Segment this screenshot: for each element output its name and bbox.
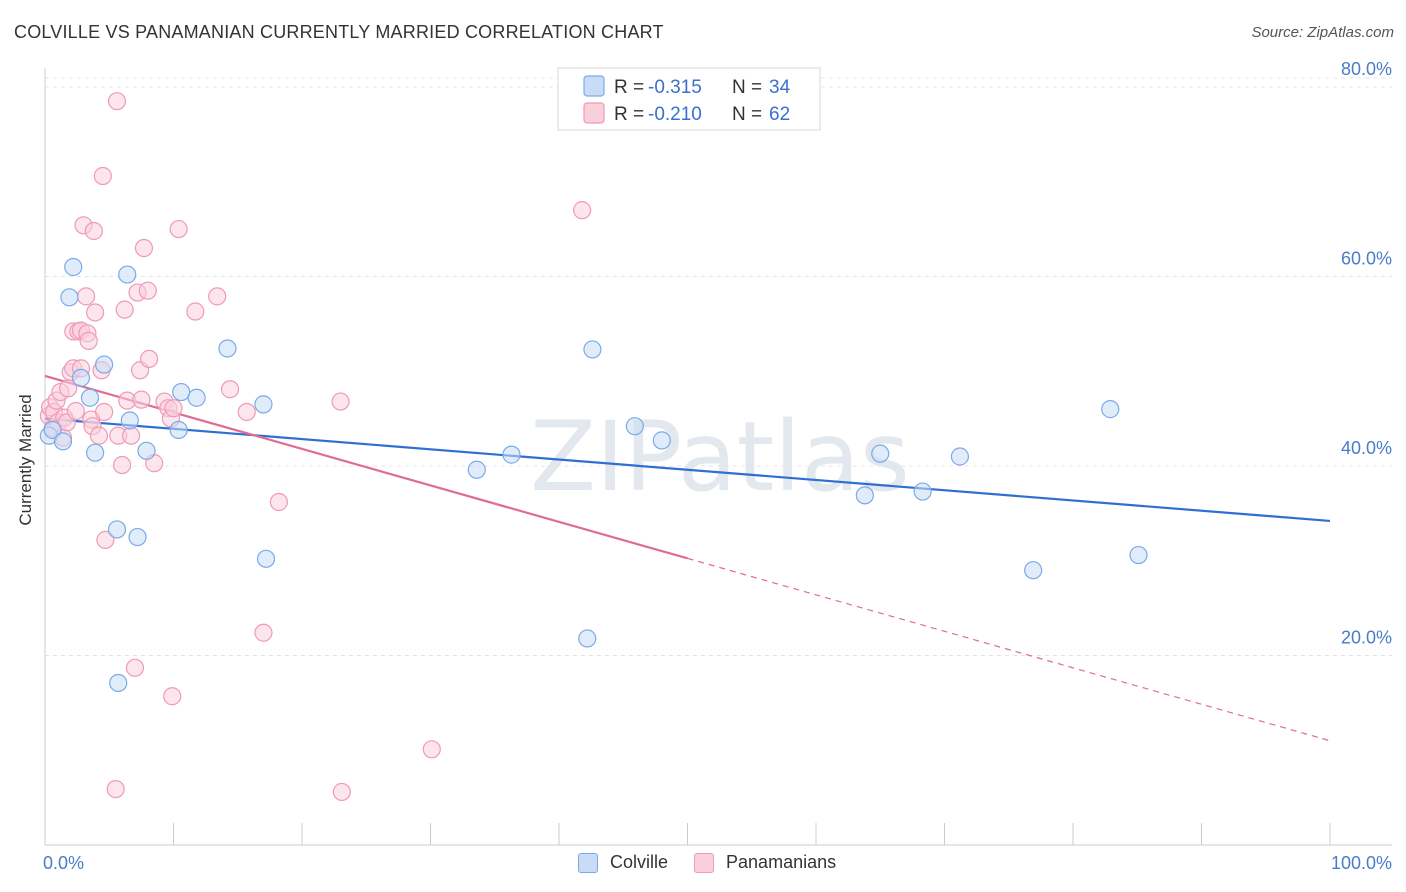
point-colville <box>64 257 83 277</box>
stats-r-value: -0.315 <box>648 77 702 98</box>
point-colville <box>256 549 276 568</box>
point-colville <box>128 527 147 547</box>
point-panamanians <box>107 92 127 111</box>
point-colville <box>502 445 521 464</box>
y-tick-label: 40.0% <box>1341 438 1392 458</box>
point-panamanians <box>573 201 592 220</box>
point-colville <box>1024 561 1043 580</box>
point-panamanians <box>139 349 159 369</box>
legend-label-panamanians: Panamanians <box>726 852 837 872</box>
point-panamanians <box>84 221 103 241</box>
legend-label-colville: Colville <box>610 852 669 872</box>
point-colville <box>60 288 79 307</box>
point-colville <box>218 339 237 358</box>
point-panamanians <box>132 390 151 409</box>
stats-n-label: N = <box>732 77 762 98</box>
point-colville <box>109 673 128 693</box>
point-colville <box>86 443 105 462</box>
point-colville <box>71 368 91 387</box>
chart-source: Source: ZipAtlas.com <box>1251 24 1394 41</box>
stats-r-label: R = <box>614 77 644 98</box>
point-panamanians <box>89 426 109 445</box>
stats-r-label: R = <box>614 104 644 125</box>
point-panamanians <box>237 402 256 422</box>
point-panamanians <box>95 402 114 422</box>
point-panamanians <box>254 623 273 642</box>
point-colville <box>53 432 73 451</box>
point-colville <box>625 417 644 436</box>
point-colville <box>652 431 671 450</box>
point-colville <box>913 482 932 501</box>
point-panamanians <box>115 300 134 319</box>
stats-n-value: 62 <box>769 104 790 125</box>
point-colville <box>172 382 191 402</box>
chart-title: COLVILLE VS PANAMANIAN CURRENTLY MARRIED… <box>14 22 664 42</box>
point-panamanians <box>208 287 227 306</box>
point-panamanians <box>121 426 141 445</box>
y-tick-label: 20.0% <box>1341 627 1392 647</box>
point-panamanians <box>220 380 240 399</box>
point-panamanians <box>125 658 145 677</box>
point-panamanians <box>112 455 132 475</box>
point-colville <box>855 486 874 505</box>
point-colville <box>137 441 156 460</box>
point-panamanians <box>331 392 350 411</box>
point-colville <box>118 265 137 284</box>
point-panamanians <box>66 401 85 421</box>
point-colville <box>169 420 188 440</box>
trend-lines <box>44 374 1331 742</box>
gridlines <box>45 77 1392 656</box>
point-panamanians <box>77 287 96 306</box>
point-colville <box>120 411 139 430</box>
point-panamanians <box>134 238 154 258</box>
point-panamanians <box>186 302 205 321</box>
point-panamanians <box>106 779 125 799</box>
series-legend: Colville Panamanians <box>578 852 862 873</box>
legend-item-panamanians: Panamanians <box>694 852 836 873</box>
point-panamanians <box>169 219 188 239</box>
legend-swatch-panamanians <box>694 852 715 873</box>
axes: 20.0% 40.0% 60.0% 80.0% 0.0% 100.0% <box>43 59 1392 873</box>
point-panamanians <box>163 687 182 706</box>
point-colville <box>578 629 597 648</box>
point-colville <box>80 388 100 407</box>
trend-line-dashed-panamanians <box>687 557 1331 742</box>
point-panamanians <box>269 492 288 512</box>
stats-swatch-colville <box>583 75 605 97</box>
x-tick-label: 0.0% <box>43 853 84 873</box>
trend-line-panamanians <box>44 374 688 560</box>
point-panamanians <box>164 399 183 418</box>
point-colville <box>1101 400 1120 419</box>
stats-swatch-panamanians <box>583 102 605 124</box>
y-tick-label: 60.0% <box>1341 248 1392 268</box>
data-points <box>39 92 1148 802</box>
point-panamanians <box>96 530 115 549</box>
point-panamanians <box>79 331 98 350</box>
y-tick-label: 80.0% <box>1341 59 1392 79</box>
stats-n-value: 34 <box>769 77 791 98</box>
point-colville <box>950 447 970 466</box>
point-panamanians <box>93 166 112 186</box>
point-panamanians <box>86 303 105 322</box>
point-colville <box>254 395 273 414</box>
legend-item-colville: Colville <box>578 852 668 873</box>
point-colville <box>467 460 486 479</box>
point-colville <box>107 520 127 539</box>
point-colville <box>95 355 114 374</box>
point-panamanians <box>332 782 351 802</box>
point-colville <box>1129 545 1148 565</box>
stats-n-label: N = <box>732 104 762 125</box>
point-panamanians <box>422 740 441 759</box>
point-colville <box>43 420 62 440</box>
stats-legend: R = -0.315 N = 34 R = -0.210 N = 62 <box>557 67 821 131</box>
watermark: ZIPatlas <box>530 401 910 513</box>
x-tick-label: 100.0% <box>1331 853 1392 873</box>
stats-r-value: -0.210 <box>648 104 702 125</box>
legend-swatch-colville <box>578 852 598 873</box>
point-panamanians <box>138 281 157 300</box>
point-colville <box>871 444 890 463</box>
point-colville <box>187 388 206 407</box>
point-colville <box>583 340 602 359</box>
